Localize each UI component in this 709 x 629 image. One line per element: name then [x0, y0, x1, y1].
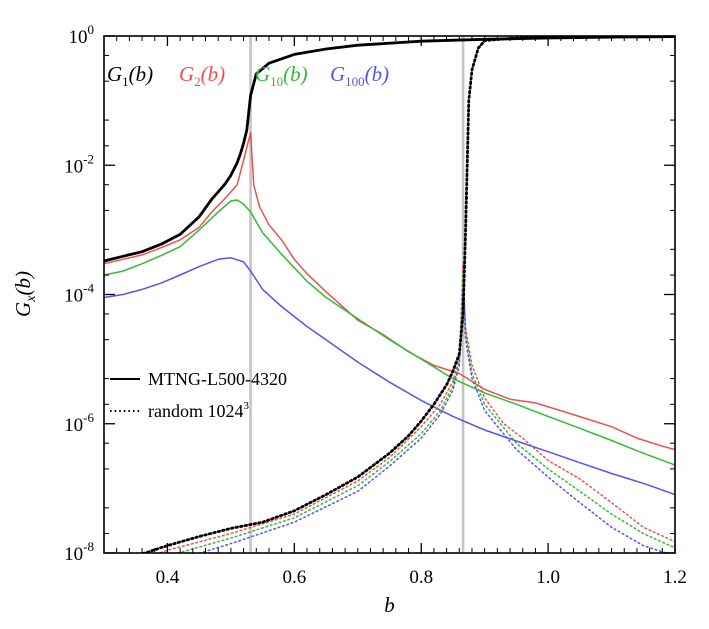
plot-frame [103, 35, 676, 554]
series-line-0 [104, 36, 675, 263]
axis-ticks [104, 35, 676, 554]
series-line-4 [140, 36, 675, 553]
legend-random-label: random 10243 [148, 400, 249, 421]
series-label-g2: G2(b) [179, 62, 225, 89]
reference-lines [249, 36, 465, 553]
series-layer [104, 36, 675, 553]
y-axis-title: Gx(b) [11, 271, 39, 317]
legend-mtng-label: MTNG-L500-4320 [148, 369, 287, 389]
series-line-1 [104, 131, 675, 451]
series-label-g100: G100(b) [330, 62, 389, 89]
legend: MTNG-L500-4320 random 10243 [110, 369, 287, 421]
x-tick-label: 0.4 [156, 567, 180, 588]
x-tick-label: 1.0 [536, 567, 560, 588]
series-label-g10: G10(b) [255, 62, 308, 89]
series-labels: G1(b) G2(b) G10(b) G100(b) [107, 62, 389, 89]
y-tick-label: 10-4 [64, 281, 94, 307]
legend-random-exponent: 3 [243, 400, 249, 412]
axis-tick-labels: 0.4 0.6 0.8 1.0 1.2 10-8 10-6 10-4 10-2 100 [64, 22, 687, 588]
x-tick-label: 0.6 [282, 567, 306, 588]
legend-random-text: random 1024 [148, 401, 243, 421]
y-tick-label: 10-2 [64, 151, 94, 177]
y-tick-label: 10-6 [64, 410, 94, 436]
series-line-2 [104, 199, 675, 466]
x-tick-label: 0.8 [409, 567, 433, 588]
series-label-g1: G1(b) [107, 62, 153, 89]
series-line-5 [157, 262, 675, 553]
y-tick-label: 10-8 [64, 539, 94, 565]
series-line-6 [175, 271, 675, 553]
x-tick-label: 1.2 [663, 567, 687, 588]
series-line-7 [197, 291, 669, 553]
series-line-3 [104, 257, 675, 496]
x-axis-title: b [384, 593, 395, 617]
y-tick-label: 100 [69, 22, 95, 48]
